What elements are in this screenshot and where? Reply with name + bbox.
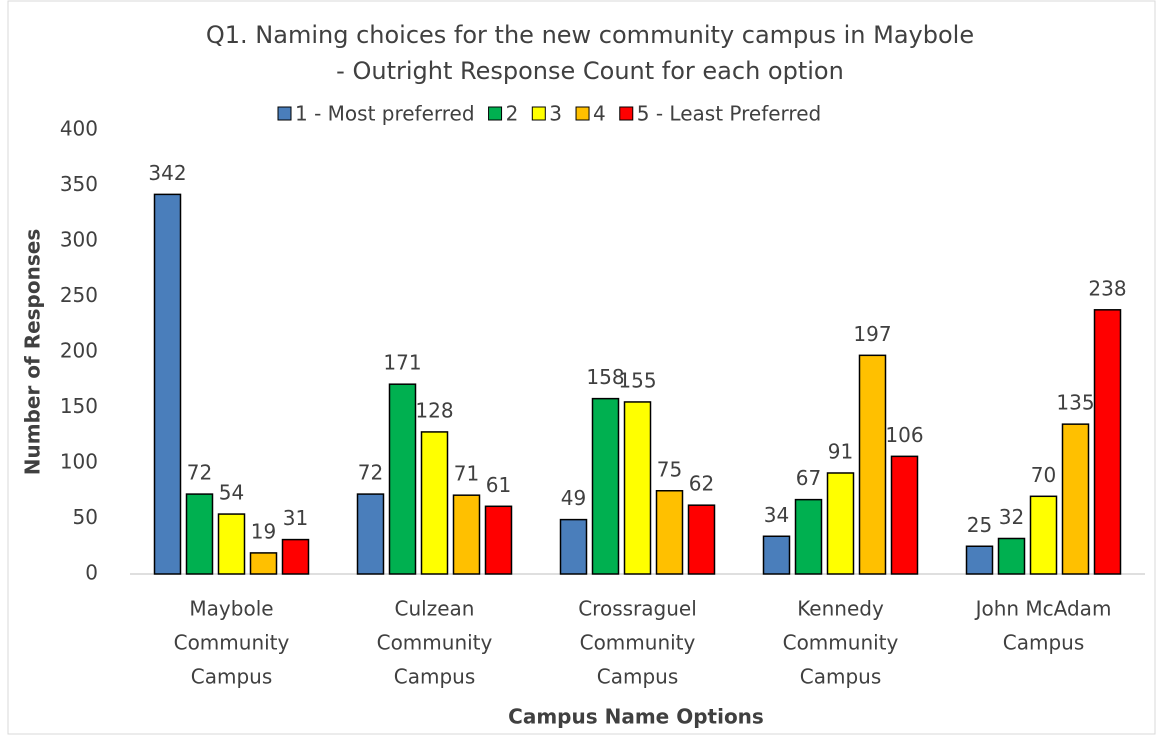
- chart-title: Q1. Naming choices for the new community…: [206, 21, 974, 49]
- y-tick-label: 150: [60, 394, 98, 418]
- x-tick-label: Campus: [394, 665, 476, 689]
- data-label: 31: [283, 506, 308, 530]
- data-label: 61: [486, 473, 511, 497]
- legend-swatch: [277, 106, 292, 121]
- legend-swatch: [575, 106, 590, 121]
- x-axis-label: Campus Name Options: [508, 705, 764, 729]
- data-label: 19: [251, 519, 276, 543]
- y-tick-label: 50: [73, 505, 98, 529]
- y-tick-label: 200: [60, 339, 98, 363]
- data-label: 70: [1031, 463, 1056, 487]
- bar: [591, 397, 620, 575]
- bar: [826, 472, 855, 575]
- bar: [356, 493, 385, 575]
- data-label: 91: [828, 439, 853, 463]
- y-axis-label: Number of Responses: [21, 229, 45, 475]
- chart-title: - Outright Response Count for each optio…: [336, 57, 844, 85]
- chart-border: [7, 0, 1156, 735]
- bar: [153, 193, 182, 575]
- data-label: 72: [187, 461, 212, 485]
- bar: [388, 383, 417, 575]
- data-label: 62: [689, 472, 714, 496]
- data-label: 67: [796, 466, 821, 490]
- bar: [1029, 495, 1058, 575]
- data-label: 32: [999, 505, 1024, 529]
- data-label: 49: [561, 486, 586, 510]
- legend-label: 3: [549, 102, 562, 126]
- bar: [484, 505, 513, 575]
- data-label: 75: [657, 457, 682, 481]
- y-tick-label: 100: [60, 450, 98, 474]
- bar: [687, 504, 716, 575]
- data-label: 238: [1088, 276, 1126, 300]
- legend-swatch: [488, 106, 503, 121]
- data-label: 128: [415, 398, 453, 422]
- x-tick-label: Campus: [597, 665, 679, 689]
- data-label: 155: [618, 368, 656, 392]
- legend-label: 1 - Most preferred: [295, 102, 475, 126]
- data-label: 72: [358, 461, 383, 485]
- x-tick-label: Campus: [1003, 631, 1085, 655]
- bar: [1093, 309, 1122, 575]
- y-tick-label: 0: [85, 561, 98, 585]
- data-label: 135: [1056, 391, 1094, 415]
- x-tick-label: Maybole: [189, 597, 273, 621]
- x-tick-label: Community: [580, 631, 696, 655]
- data-label: 54: [219, 481, 244, 505]
- x-tick-label: Kennedy: [797, 597, 884, 621]
- bar: [185, 493, 214, 575]
- data-label: 71: [454, 462, 479, 486]
- legend-swatch: [531, 106, 546, 121]
- bar: [420, 431, 449, 575]
- data-label: 106: [885, 423, 923, 447]
- bar: [623, 401, 652, 575]
- x-tick-label: Campus: [191, 665, 273, 689]
- bar: [762, 535, 791, 575]
- bar: [281, 538, 310, 575]
- y-tick-label: 350: [60, 172, 98, 196]
- bar: [858, 354, 887, 575]
- legend-label: 5 - Least Preferred: [637, 102, 821, 126]
- x-tick-label: Community: [377, 631, 493, 655]
- x-tick-label: John McAdam: [974, 597, 1112, 621]
- legend-swatch: [619, 106, 634, 121]
- y-tick-label: 300: [60, 228, 98, 252]
- bar: [249, 552, 278, 575]
- y-tick-label: 400: [60, 117, 98, 141]
- legend-label: 2: [506, 102, 519, 126]
- bar: [890, 455, 919, 575]
- x-tick-label: Community: [174, 631, 290, 655]
- bar: [452, 494, 481, 575]
- data-label: 171: [383, 351, 421, 375]
- data-label: 197: [853, 322, 891, 346]
- bar: [217, 513, 246, 575]
- x-tick-label: Culzean: [395, 597, 475, 621]
- x-tick-label: Campus: [800, 665, 882, 689]
- x-tick-label: Community: [783, 631, 899, 655]
- x-tick-label: Crossraguel: [578, 597, 697, 621]
- bar: [794, 498, 823, 575]
- bar: [1061, 423, 1090, 575]
- legend-label: 4: [593, 102, 606, 126]
- y-tick-label: 250: [60, 283, 98, 307]
- data-label: 25: [967, 513, 992, 537]
- data-label: 342: [148, 161, 186, 185]
- data-label: 158: [586, 365, 624, 389]
- data-label: 34: [764, 503, 789, 527]
- bar: [997, 537, 1026, 575]
- bar: [965, 545, 994, 575]
- bar: [655, 490, 684, 575]
- bar: [559, 518, 588, 575]
